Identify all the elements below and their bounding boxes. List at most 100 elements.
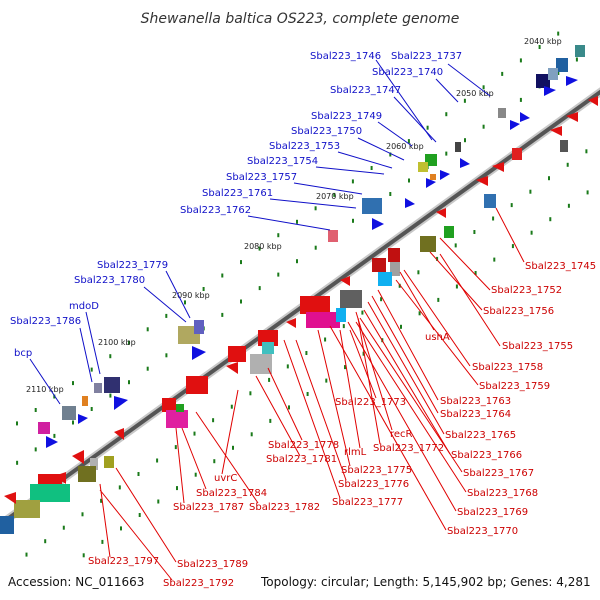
gene-label[interactable]: Sbal223_1797 [88,556,159,567]
gene-feature[interactable] [262,342,274,354]
gene-label[interactable]: uvrC [214,473,237,484]
gene-label[interactable]: Sbal223_1764 [440,409,511,420]
gene-feature[interactable] [0,516,14,534]
gene-feature[interactable] [194,320,204,334]
gene-label[interactable]: Sbal223_1778 [268,440,339,451]
gene-label[interactable]: Sbal223_1750 [291,126,362,137]
gene-feature[interactable] [90,458,98,470]
gene-arrow[interactable] [340,276,350,286]
gene-label[interactable]: Sbal223_1765 [445,430,516,441]
gene-label[interactable]: Sbal223_1754 [247,156,318,167]
gene-arrow[interactable] [588,96,598,106]
gene-arrow[interactable] [476,176,488,186]
gene-label[interactable]: Sbal223_1768 [467,488,538,499]
gene-feature[interactable] [372,258,386,272]
gene-arrow[interactable] [460,158,470,168]
gene-feature[interactable] [328,230,338,242]
gene-feature[interactable] [418,162,428,172]
gene-label[interactable]: Sbal223_1755 [502,341,573,352]
gene-label[interactable]: Sbal223_1762 [180,205,251,216]
gene-feature[interactable] [498,108,506,118]
gene-label[interactable]: Sbal223_1767 [463,468,534,479]
gene-label[interactable]: Sbal223_1792 [163,578,234,589]
gene-feature[interactable] [176,404,184,412]
gene-label[interactable]: Sbal223_1758 [472,362,543,373]
gene-arrow[interactable] [4,492,16,504]
gene-label[interactable]: Sbal223_1769 [457,507,528,518]
gene-label[interactable]: Sbal223_1761 [202,188,273,199]
gene-feature[interactable] [78,466,96,482]
gene-feature[interactable] [575,45,585,57]
gene-feature[interactable] [444,226,454,238]
gene-label[interactable]: Sbal223_1780 [74,275,145,286]
gene-feature[interactable] [104,456,114,468]
gene-label[interactable]: Sbal223_1746 [310,51,381,62]
gene-arrow[interactable] [426,178,436,188]
gene-arrow[interactable] [510,120,520,130]
gene-label[interactable]: Sbal223_1787 [173,502,244,513]
gene-feature[interactable] [300,296,330,314]
gene-label[interactable]: Sbal223_1745 [525,261,596,272]
gene-arrow[interactable] [520,112,530,122]
gene-feature[interactable] [362,198,382,214]
gene-feature[interactable] [388,248,400,262]
gene-label[interactable]: Sbal223_1773 [335,397,406,408]
gene-feature[interactable] [560,140,568,152]
gene-arrow[interactable] [405,198,415,208]
gene-arrow[interactable] [114,428,124,440]
gene-feature[interactable] [420,236,436,252]
gene-label[interactable]: Sbal223_1775 [341,465,412,476]
gene-label[interactable]: Sbal223_1777 [332,497,403,508]
gene-arrow[interactable] [192,346,206,360]
gene-feature[interactable] [378,272,392,286]
gene-label[interactable]: Sbal223_1757 [226,172,297,183]
gene-feature[interactable] [455,142,461,152]
gene-label[interactable]: Sbal223_1740 [372,67,443,78]
gene-feature[interactable] [250,354,272,374]
gene-feature[interactable] [336,308,346,322]
gene-label[interactable]: rlmL [344,447,367,458]
gene-label[interactable]: Sbal223_1782 [249,502,320,513]
gene-label[interactable]: Sbal223_1753 [269,141,340,152]
gene-feature[interactable] [390,262,400,276]
gene-feature[interactable] [548,68,558,80]
gene-arrow[interactable] [544,86,556,96]
gene-label[interactable]: ushA [425,332,450,343]
gene-label[interactable]: Sbal223_1752 [491,285,562,296]
gene-feature[interactable] [166,410,188,428]
gene-feature[interactable] [484,194,496,208]
gene-label[interactable]: Sbal223_1770 [447,526,518,537]
gene-feature[interactable] [30,484,70,502]
gene-feature[interactable] [94,383,102,393]
gene-arrow[interactable] [286,318,296,328]
gene-label[interactable]: bcp [14,348,32,359]
gene-label[interactable]: Sbal223_1786 [10,316,81,327]
gene-feature[interactable] [512,148,522,160]
gene-label[interactable]: Sbal223_1763 [440,396,511,407]
gene-feature[interactable] [536,74,550,88]
gene-label[interactable]: Sbal223_1781 [266,454,337,465]
gene-feature[interactable] [556,58,568,72]
gene-label[interactable]: Sbal223_1784 [196,488,267,499]
gene-arrow[interactable] [492,162,504,172]
gene-arrow[interactable] [46,436,58,448]
gene-feature[interactable] [306,312,340,328]
gene-arrow[interactable] [566,76,578,86]
gene-feature[interactable] [186,376,208,394]
gene-label[interactable]: Sbal223_1737 [391,51,462,62]
gene-label[interactable]: Sbal223_1776 [338,479,409,490]
gene-arrow[interactable] [372,218,384,230]
gene-label[interactable]: Sbal223_1779 [97,260,168,271]
gene-feature[interactable] [62,406,76,420]
gene-feature[interactable] [82,396,88,406]
gene-arrow[interactable] [436,208,446,218]
gene-feature[interactable] [430,174,436,180]
gene-label[interactable]: Sbal223_1749 [311,111,382,122]
gene-feature[interactable] [104,377,120,393]
gene-label[interactable]: recR [390,429,413,440]
gene-arrow[interactable] [440,170,450,180]
gene-label[interactable]: Sbal223_1766 [451,450,522,461]
gene-label[interactable]: Sbal223_1772 [373,443,444,454]
gene-feature[interactable] [38,422,50,434]
gene-arrow[interactable] [72,450,84,464]
